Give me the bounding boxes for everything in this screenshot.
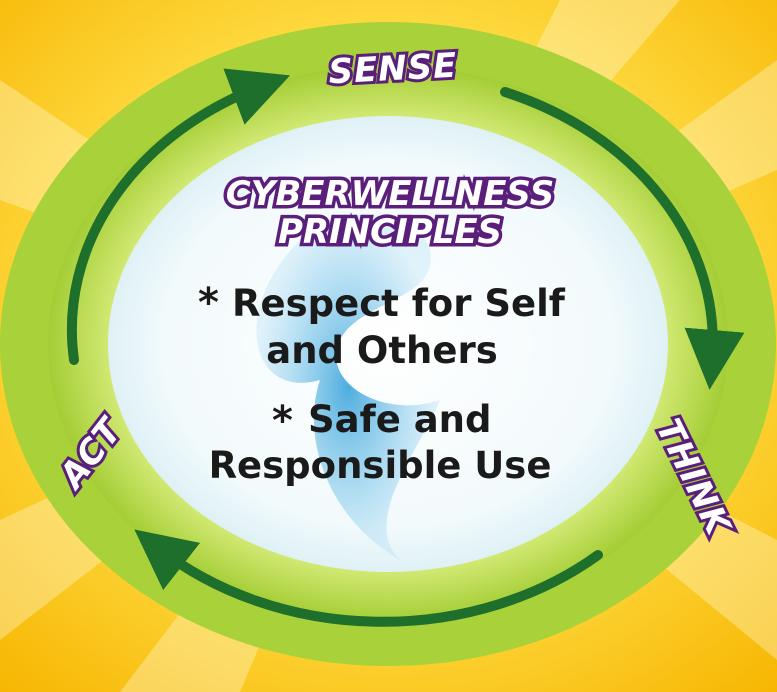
title-line-1: CYBERWELLNESS: [226, 174, 554, 214]
title-line-2: PRINCIPLES: [278, 212, 502, 252]
principle-2-line-1: Safe and: [308, 398, 491, 441]
bullet-1: *: [198, 280, 219, 326]
principle-2-line-2: Responsible Use: [209, 444, 552, 487]
label-sense: SENSE: [328, 46, 459, 93]
arrow-sense-to-think: [500, 87, 745, 390]
bullet-2: *: [272, 398, 293, 444]
arrow-act-to-sense: [66, 68, 291, 365]
principle-1-line-1: Respect for Self: [232, 282, 566, 325]
swirl-graphic: [256, 214, 440, 561]
principle-1-line-2: and Others: [266, 329, 498, 372]
arrow-think-to-act: [134, 529, 603, 627]
center-disc: [108, 116, 668, 572]
